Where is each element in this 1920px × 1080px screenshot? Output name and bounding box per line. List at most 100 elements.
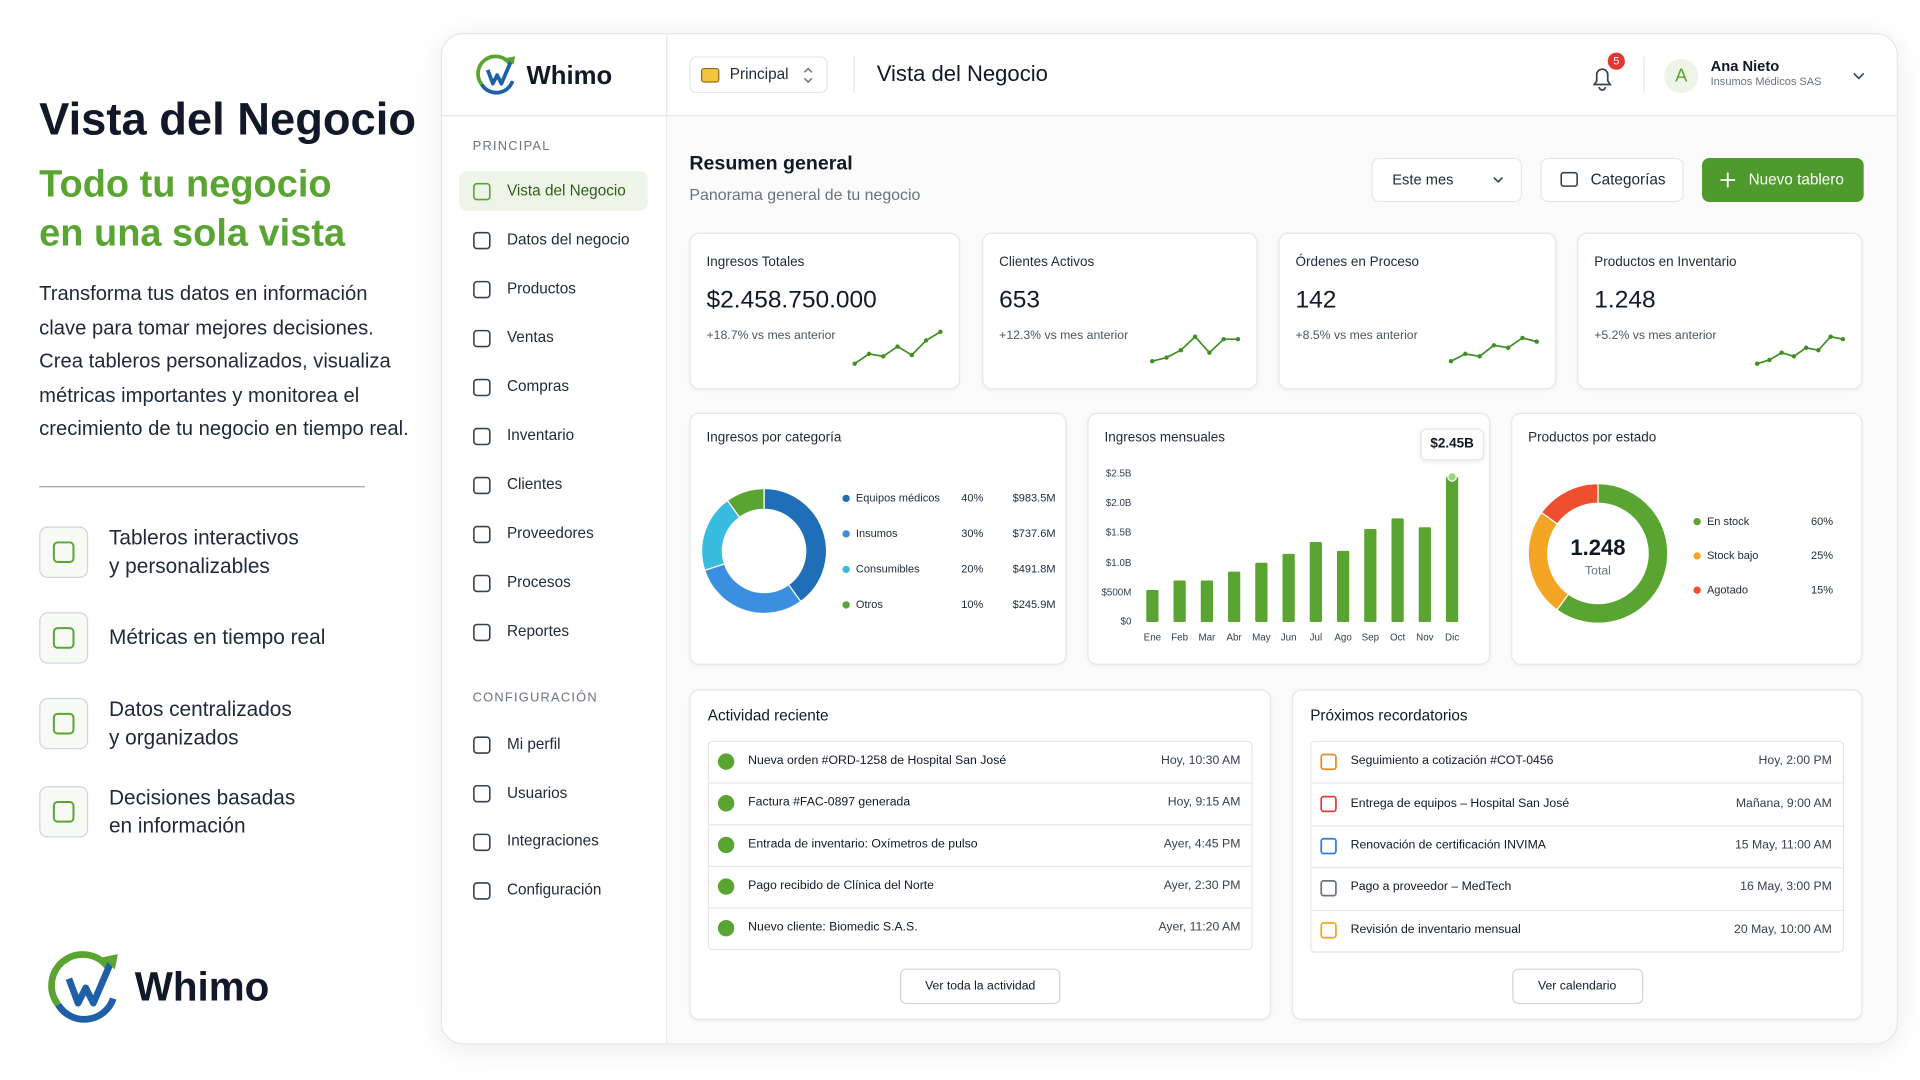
legend-label: Agotado — [1706, 583, 1748, 596]
y-tick-label: $500M — [1101, 586, 1132, 598]
nav-item[interactable]: Proveedores — [506, 524, 594, 542]
legend-amount: $983.5M — [1012, 491, 1056, 505]
list-button[interactable] — [1511, 968, 1643, 1005]
legend-label: En stock — [1706, 515, 1750, 528]
intro-description: métricas importantes y monitorea el — [39, 384, 360, 407]
nav-item[interactable]: Procesos — [506, 573, 571, 591]
nav-item[interactable]: Clientes — [506, 475, 563, 493]
feature-icon — [39, 697, 89, 750]
x-tick-label: Ene — [1143, 632, 1162, 644]
row-time: Ayer, 2:30 PM — [1163, 879, 1241, 893]
nav-item[interactable]: Vista del Negocio — [506, 181, 626, 199]
intro-description: Transforma tus datos en información — [39, 282, 368, 306]
nav-item[interactable]: Mi perfil — [506, 735, 561, 753]
donut-center-value: 1.248 — [1570, 535, 1626, 560]
legend-percent: 25% — [1811, 549, 1834, 562]
list-box — [707, 740, 1253, 951]
row-time: Hoy, 2:00 PM — [1758, 754, 1832, 768]
row-divider — [1311, 909, 1843, 911]
brand-name: Whimo — [134, 963, 270, 1010]
section-subtitle: Panorama general de tu negocio — [689, 185, 921, 204]
kpi-label: Clientes Activos — [999, 255, 1095, 270]
row-text: Entrada de inventario: Oxímetros de puls… — [748, 837, 978, 852]
kpi-change: +8.5% vs mes anterior — [1295, 329, 1418, 343]
list-button[interactable] — [900, 968, 1061, 1005]
legend-percent: 15% — [1811, 583, 1834, 596]
logo-ring — [48, 951, 110, 1007]
feature-text: Datos centralizados — [108, 697, 292, 721]
x-tick-label: Abr — [1226, 632, 1242, 644]
nav-item[interactable]: Inventario — [506, 426, 575, 444]
row-text: Entrega de equipos – Hospital San José — [1350, 796, 1570, 811]
row-divider — [708, 865, 1252, 867]
new-label: Nuevo tablero — [1748, 170, 1844, 188]
kpi-card — [1278, 232, 1557, 390]
nav-item[interactable]: Configuración — [506, 881, 602, 899]
logo-arrow — [102, 954, 118, 970]
section-title: Resumen general — [689, 153, 853, 175]
row-time: 16 May, 3:00 PM — [1740, 880, 1832, 895]
intro-description: crecimiento de tu negocio en tiempo real… — [39, 417, 409, 440]
nav-item[interactable]: Datos del negocio — [506, 230, 630, 248]
x-tick-label: May — [1252, 632, 1271, 644]
nav-item[interactable]: Compras — [506, 377, 570, 395]
list-title: Actividad reciente — [707, 707, 829, 725]
legend-amount: $245.9M — [1012, 598, 1056, 611]
nav-item[interactable]: Integraciones — [506, 832, 599, 850]
row-text: Renovación de certificación INVIMA — [1350, 838, 1546, 853]
header-sep — [1643, 56, 1645, 94]
sidebar-divider — [666, 34, 668, 1044]
kpi-value: 653 — [999, 286, 1041, 314]
row-time: Ayer, 11:20 AM — [1158, 920, 1241, 935]
row-text: Revisión de inventario mensual — [1350, 923, 1521, 937]
row-text: Pago recibido de Clínica del Norte — [748, 879, 934, 893]
legend-percent: 20% — [961, 562, 984, 576]
x-tick-label: Jul — [1309, 632, 1323, 644]
row-divider — [1311, 867, 1843, 869]
x-tick-label: Sep — [1361, 632, 1380, 644]
nav-active — [459, 171, 648, 211]
nav-section: CONFIGURACIÓN — [472, 690, 598, 705]
button-label[interactable]: Ver calendario — [1537, 978, 1617, 993]
nav-item[interactable]: Usuarios — [506, 783, 568, 802]
kpi-value: $2.458.750.000 — [706, 286, 877, 314]
intro-divider — [39, 486, 365, 488]
x-tick-label: Nov — [1416, 632, 1434, 644]
feature-icon — [39, 526, 89, 578]
x-tick-label: Dic — [1445, 632, 1460, 644]
kpi-label: Órdenes en Proceso — [1295, 255, 1420, 270]
row-divider — [1311, 782, 1843, 785]
kpi-change: +12.3% vs mes anterior — [999, 329, 1129, 343]
feature-icon — [39, 612, 89, 664]
nav-item[interactable]: Productos — [506, 279, 576, 297]
feature-text: Decisiones basadas — [108, 785, 296, 809]
app-brand: Whimo — [526, 61, 613, 90]
row-time: 20 May, 10:00 AM — [1734, 923, 1832, 937]
button-label[interactable]: Ver toda la actividad — [925, 978, 1036, 993]
feature-text: en información — [108, 813, 246, 837]
x-tick-label: Mar — [1198, 632, 1216, 644]
nav-item[interactable]: Reportes — [506, 622, 570, 640]
chart-title: Ingresos por categoría — [706, 430, 842, 445]
chart-card — [689, 412, 1067, 665]
intro-description: clave para tomar mejores decisiones. — [39, 316, 374, 339]
intro-title: Vista del Negocio — [39, 94, 417, 145]
intro-headline: Todo tu negocio — [39, 162, 332, 205]
nav-section: PRINCIPAL — [472, 139, 551, 154]
callout — [1420, 429, 1484, 461]
nav-item[interactable]: Ventas — [506, 328, 554, 346]
workspace-label: Principal — [729, 65, 789, 83]
row-time: Mañana, 9:00 AM — [1735, 796, 1832, 811]
categories-label: Categorías — [1590, 170, 1666, 188]
kpi-card — [982, 232, 1258, 390]
x-tick-label: Oct — [1389, 632, 1406, 644]
period-label: Este mes — [1392, 171, 1454, 189]
row-divider — [708, 782, 1252, 784]
kpi-value: 142 — [1295, 286, 1337, 314]
user-name: Ana Nieto — [1710, 57, 1780, 75]
y-tick-label: $0 — [1120, 616, 1132, 628]
row-text: Pago a proveedor – MedTech — [1350, 880, 1512, 895]
row-text: Seguimiento a cotización #COT-0456 — [1350, 754, 1554, 768]
data-label: $2.45B — [1430, 436, 1474, 452]
